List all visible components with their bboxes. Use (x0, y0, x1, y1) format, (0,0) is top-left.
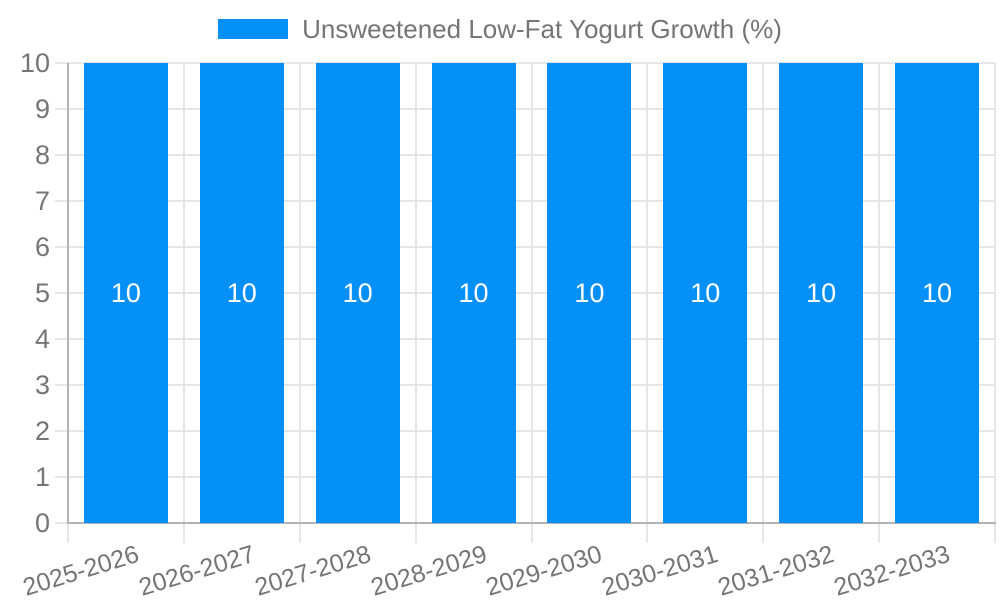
x-gridline (298, 63, 301, 543)
y-axis-tick-label: 1 (34, 462, 50, 492)
bar-2026-2027[interactable] (199, 63, 284, 523)
legend-swatch-icon (218, 19, 289, 39)
y-axis-tick-label: 8 (34, 140, 50, 170)
x-gridline (182, 63, 185, 543)
x-gridline (646, 63, 649, 543)
bar-2031-2032[interactable] (779, 63, 864, 523)
legend-label: Unsweetened Low-Fat Yogurt Growth (%) (302, 14, 782, 44)
y-gridline (55, 154, 995, 156)
x-gridline (414, 63, 417, 543)
y-gridline (55, 246, 995, 248)
y-gridline (55, 384, 995, 386)
y-gridline (55, 108, 995, 110)
bar-2025-2026[interactable] (83, 63, 168, 523)
y-gridline (55, 200, 995, 202)
y-gridline (55, 338, 995, 340)
y-axis-tick-label: 3 (34, 370, 50, 400)
y-axis-tick-label: 6 (34, 232, 50, 262)
y-axis-line (67, 63, 69, 523)
y-axis-tick-label: 5 (34, 278, 50, 308)
bar-2032-2033[interactable] (895, 63, 980, 523)
bar-2028-2029[interactable] (431, 63, 516, 523)
chart-legend[interactable]: Unsweetened Low-Fat Yogurt Growth (%) (0, 14, 1000, 44)
y-axis-tick-label: 0 (34, 508, 50, 538)
x-gridline (994, 63, 996, 543)
y-axis-tick-label: 9 (34, 94, 50, 124)
y-gridline (55, 430, 995, 432)
y-gridline (55, 292, 995, 294)
y-axis-tick-label: 7 (34, 186, 50, 216)
bar-2027-2028[interactable] (315, 63, 400, 523)
y-axis-tick-label: 4 (34, 324, 50, 354)
bar-2029-2030[interactable] (547, 63, 632, 523)
x-axis-line (67, 522, 996, 524)
bar-2030-2031[interactable] (663, 63, 748, 523)
y-axis-tick-label: 10 (19, 48, 50, 78)
y-gridline (55, 62, 995, 64)
x-gridline (530, 63, 533, 543)
y-gridline (55, 476, 995, 478)
x-gridline (878, 63, 881, 543)
x-gridline (762, 63, 765, 543)
y-axis-tick-label: 2 (34, 416, 50, 446)
